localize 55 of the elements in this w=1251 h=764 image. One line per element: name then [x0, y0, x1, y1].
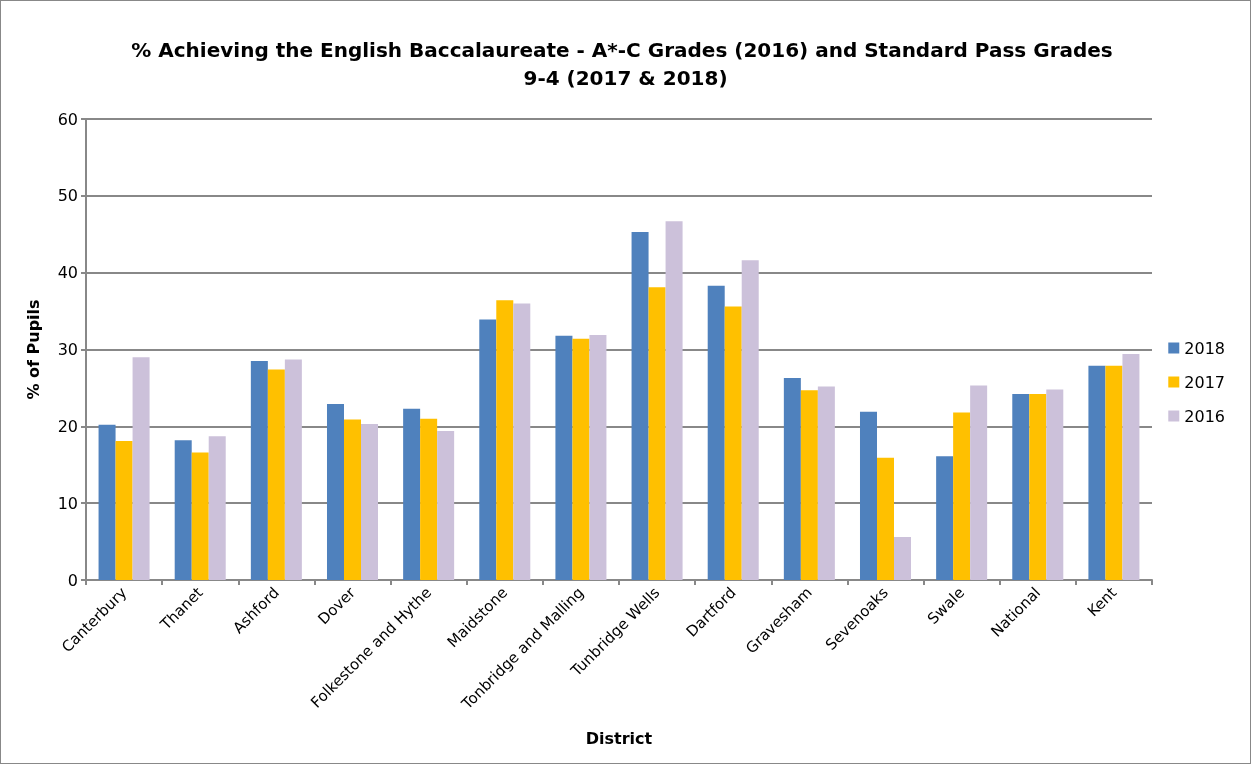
bar	[115, 440, 133, 580]
bar	[555, 335, 573, 580]
bar	[631, 231, 649, 580]
bar	[1012, 394, 1030, 580]
bar	[953, 412, 971, 580]
bar	[174, 440, 192, 580]
bar	[648, 287, 666, 580]
bar	[132, 357, 150, 580]
bar	[191, 452, 209, 580]
bar	[572, 338, 590, 580]
bar	[267, 369, 285, 580]
bar	[98, 424, 116, 580]
bar	[859, 411, 877, 580]
bar	[284, 359, 302, 580]
legend-label: 2017	[1184, 372, 1225, 392]
y-axis-title: % of Pupils	[23, 299, 43, 400]
bar	[403, 408, 421, 580]
bar	[1105, 365, 1123, 580]
bar	[589, 334, 607, 580]
bar	[344, 419, 361, 580]
bar	[665, 221, 683, 580]
bar	[894, 536, 912, 580]
y-tick-label: 50	[57, 186, 78, 206]
bar	[420, 418, 438, 580]
bar	[707, 285, 725, 580]
chart-title: % Achieving the English Baccalaureate - A*-C Grades (2016) and Standard Pass Grades 9-4 (2017 & 2018)	[131, 38, 1120, 90]
x-axis-title: District	[585, 728, 653, 748]
bar	[496, 300, 514, 580]
legend-label: 2018	[1184, 338, 1225, 358]
bar	[479, 319, 497, 580]
bar	[250, 361, 268, 580]
y-tick-label: 30	[57, 340, 78, 359]
bar	[817, 386, 835, 580]
y-tick-label: 20	[57, 416, 78, 436]
bar	[936, 456, 954, 580]
y-tick-label: 10	[57, 493, 78, 513]
bar	[741, 260, 759, 580]
bar	[1046, 389, 1064, 580]
bar	[800, 390, 818, 580]
bar	[361, 424, 379, 580]
bar	[326, 404, 344, 580]
bar	[783, 377, 801, 580]
bar	[1122, 354, 1140, 580]
legend-label: 2016	[1184, 406, 1225, 426]
bar	[970, 385, 988, 580]
y-tick-label: 0	[67, 570, 78, 590]
bar	[208, 436, 226, 580]
bar	[513, 303, 531, 580]
bar	[724, 306, 742, 580]
bar	[1088, 365, 1106, 580]
bar	[1029, 394, 1047, 580]
bar	[437, 430, 455, 580]
y-tick-label: 60	[57, 109, 78, 129]
bar	[877, 457, 894, 580]
y-tick-label: 40	[57, 263, 78, 283]
